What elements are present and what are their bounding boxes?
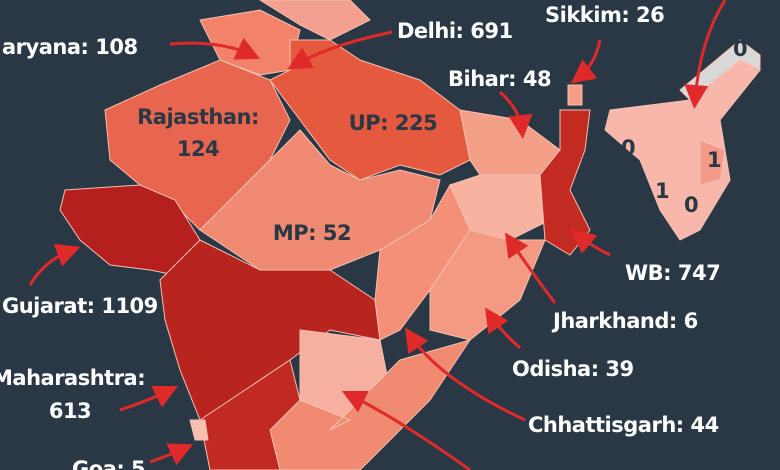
state-label: Goa: 5 bbox=[72, 457, 145, 470]
arrows bbox=[28, 0, 727, 470]
ne-count: 1 bbox=[655, 179, 669, 203]
state-label: Delhi: 691 bbox=[397, 19, 513, 43]
state-label: 613 bbox=[49, 399, 91, 423]
state-label: aryana: 108 bbox=[2, 35, 138, 59]
state-label: Sikkim: 26 bbox=[545, 3, 664, 27]
state-label: Gujarat: 1109 bbox=[2, 294, 158, 318]
state-label: Odisha: 39 bbox=[512, 357, 634, 381]
state-label: UP: 225 bbox=[349, 111, 438, 135]
state-label: Bihar: 48 bbox=[448, 67, 551, 91]
state-label: Jharkhand: 6 bbox=[551, 309, 698, 333]
state-label: 124 bbox=[177, 137, 219, 161]
state-label: MP: 52 bbox=[273, 221, 351, 245]
ne-count: 0 bbox=[726, 105, 740, 129]
state-label: Maharashtra: bbox=[0, 366, 145, 390]
ne-count: 0 bbox=[733, 37, 747, 61]
ne-counts: 0 0 0 1 1 0 bbox=[621, 37, 748, 217]
state-label: Chhattisgarh: 44 bbox=[528, 413, 719, 437]
ne-count: 1 bbox=[707, 148, 721, 172]
ne-count: 0 bbox=[621, 136, 635, 160]
state-label: WB: 747 bbox=[625, 261, 720, 285]
labels: aryana: 108 Delhi: 691 Sikkim: 26 Bihar:… bbox=[0, 3, 721, 470]
state-label: Rajasthan: bbox=[137, 105, 259, 129]
ne-count: 0 bbox=[684, 193, 698, 217]
